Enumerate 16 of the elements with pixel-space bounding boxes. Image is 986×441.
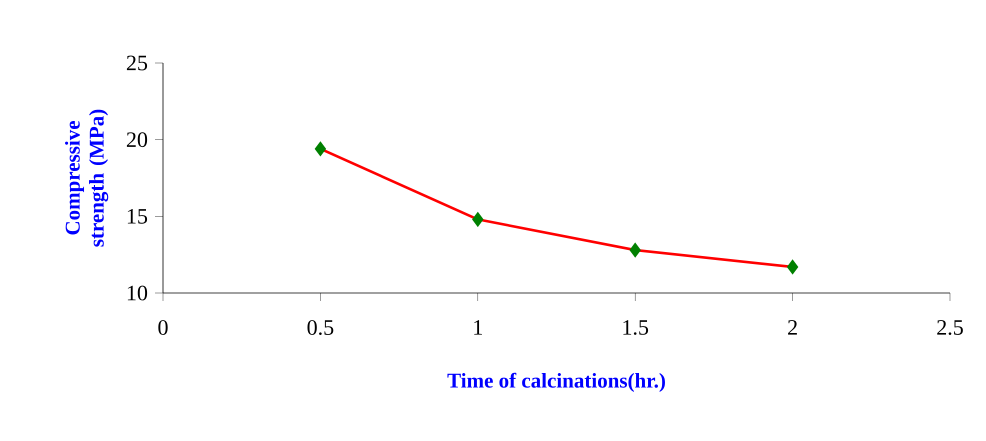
point <box>786 260 798 274</box>
y-tick-label: 10 <box>128 286 148 300</box>
y-tick-label: 25 <box>126 56 148 70</box>
y-tick-label: 20 <box>126 132 148 148</box>
y-axis-title: Compressive strength (MPa) <box>65 110 108 247</box>
x-tick-label: 0 <box>158 320 168 335</box>
point <box>630 242 641 258</box>
x-tick-label: 0.5 <box>308 320 334 336</box>
x-axis-title: Time of calcinations(hr.) <box>447 372 665 392</box>
point <box>314 141 326 156</box>
point <box>472 212 484 227</box>
x-tick-label: 1 <box>474 320 482 335</box>
x-tick-label: 2.5 <box>937 320 963 335</box>
y-tick-label: 15 <box>128 208 148 224</box>
x-tick-label: 2 <box>788 320 797 335</box>
x-tick-label: 1.5 <box>623 320 648 335</box>
